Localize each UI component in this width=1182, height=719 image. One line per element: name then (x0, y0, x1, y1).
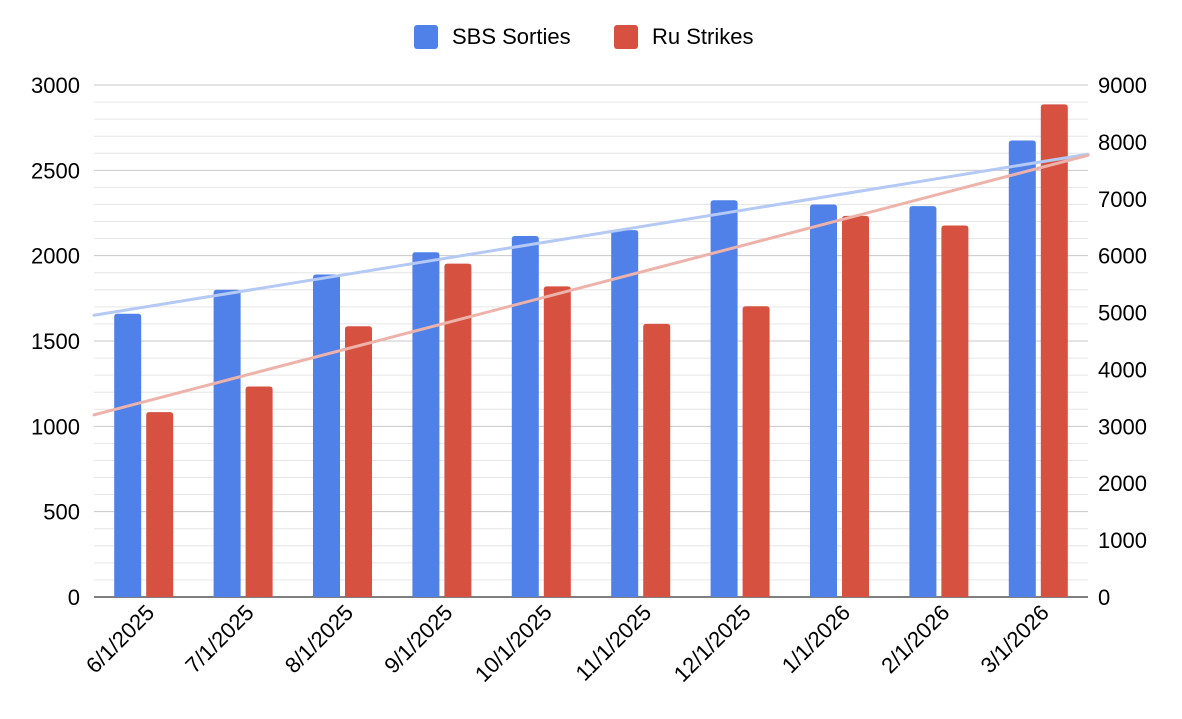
gridlines (94, 84, 1088, 598)
left-axis-tick-label: 3000 (31, 73, 80, 98)
legend-label-ru-strikes: Ru Strikes (652, 24, 753, 49)
right-axis-tick-label: 4000 (1098, 357, 1147, 382)
left-axis: 0 500 1000 1500 2000 2500 3000 (31, 73, 80, 610)
right-axis-tick-label: 1000 (1098, 528, 1147, 553)
right-axis-tick-label: 8000 (1098, 130, 1147, 155)
bar-ru-strikes (941, 225, 969, 597)
left-axis-tick-label: 2500 (31, 158, 80, 183)
right-axis-tick-label: 0 (1098, 585, 1110, 610)
bar-ru-strikes (245, 386, 273, 597)
bar-sbs-sorties (213, 289, 241, 597)
bar-ru-strikes (345, 326, 372, 597)
bar-sbs-sorties (114, 313, 142, 597)
x-axis-tick-label: 3/1/2026 (976, 600, 1054, 678)
right-axis-tick-label: 9000 (1098, 73, 1147, 98)
trendline-sbs-sorties (92, 152, 1090, 317)
left-axis-tick-label: 500 (43, 500, 80, 525)
bar-sbs-sorties (810, 204, 837, 597)
x-axis-tick-label: 8/1/2025 (280, 600, 358, 678)
trendline-ru-strikes (92, 153, 1090, 417)
bar-sbs-sorties (1008, 140, 1036, 597)
left-axis-tick-label: 1500 (31, 329, 80, 354)
x-axis-tick-label: 7/1/2025 (180, 600, 258, 678)
right-axis-tick-label: 3000 (1098, 414, 1147, 439)
bar-ru-strikes (543, 286, 571, 597)
bar-sbs-sorties (611, 230, 639, 598)
bars (114, 104, 1068, 598)
trendlines (92, 152, 1090, 417)
bar-sbs-sorties (412, 252, 440, 597)
legend-label-sbs-sorties: SBS Sorties (452, 24, 571, 49)
right-axis-tick-label: 5000 (1098, 301, 1147, 326)
x-axis: 6/1/2025 7/1/2025 8/1/2025 9/1/2025 10/1/202… (81, 600, 1054, 687)
left-axis-tick-label: 1000 (31, 414, 80, 439)
legend-swatch-sbs-sorties (414, 25, 438, 49)
bar-ru-strikes (146, 412, 174, 597)
left-axis-tick-label: 2000 (31, 244, 80, 269)
bar-ru-strikes (742, 306, 770, 597)
bar-ru-strikes (643, 323, 671, 597)
bar-sbs-sorties (511, 236, 539, 598)
bar-ru-strikes (842, 215, 869, 597)
x-axis-tick-label: 10/1/2025 (470, 600, 557, 687)
x-axis-tick-label: 11/1/2025 (570, 600, 656, 686)
legend-swatch-ru-strikes (614, 25, 638, 49)
bar-sbs-sorties (909, 206, 937, 597)
right-axis-tick-label: 6000 (1098, 244, 1147, 269)
bar-sbs-sorties (313, 274, 340, 597)
x-axis-tick-label: 12/1/2025 (669, 600, 756, 687)
bar-ru-strikes (1040, 104, 1068, 597)
right-axis-tick-label: 7000 (1098, 187, 1147, 212)
x-axis-tick-label: 6/1/2025 (81, 600, 159, 678)
left-axis-tick-label: 0 (68, 585, 80, 610)
bar-ru-strikes (444, 263, 472, 597)
x-axis-tick-label: 2/1/2026 (876, 600, 954, 678)
right-axis: 0 1000 2000 3000 4000 5000 6000 7000 8000 9000 (1098, 73, 1147, 610)
x-axis-tick-label: 9/1/2025 (379, 600, 457, 678)
x-axis-tick-label: 1/1/2026 (777, 600, 855, 678)
bar-sbs-sorties (710, 200, 738, 597)
right-axis-tick-label: 2000 (1098, 471, 1147, 496)
legend: SBS Sorties Ru Strikes (414, 24, 753, 49)
